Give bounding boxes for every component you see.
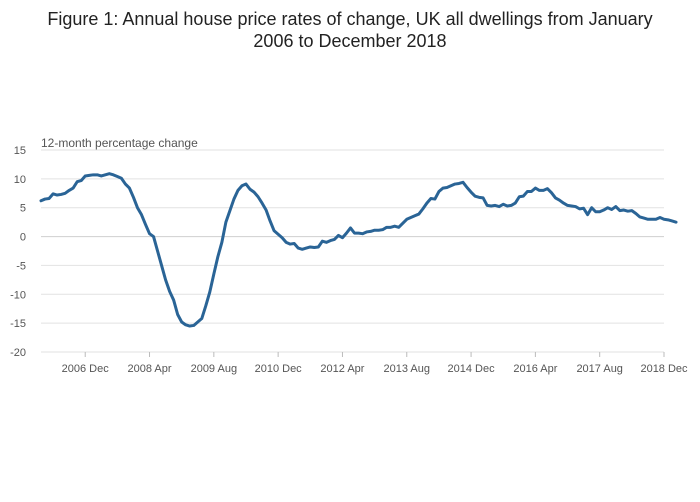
y-tick-label: 0 — [20, 232, 26, 244]
chart-title-line-1: Figure 1: Annual house price rates of ch… — [47, 9, 653, 29]
gridlines — [41, 149, 664, 353]
x-tick-label: 2006 Dec — [62, 363, 110, 375]
y-tick-label: 15 — [14, 145, 26, 157]
y-tick-label: 5 — [20, 203, 26, 215]
y-axis-label: 12-month percentage change — [41, 136, 198, 150]
y-tick-label: -10 — [10, 289, 26, 301]
x-tick-label: 2013 Aug — [384, 363, 431, 375]
series-layer — [39, 172, 678, 328]
x-tick-label: 2009 Aug — [191, 363, 238, 375]
x-tick-label: 2010 Dec — [255, 363, 303, 375]
x-tick-label: 2008 Apr — [127, 363, 171, 375]
y-tick-label: -20 — [10, 347, 26, 359]
x-tick-label: 2017 Aug — [576, 363, 623, 375]
y-tick-label: -15 — [10, 318, 26, 330]
chart-title-line-2: 2006 to December 2018 — [253, 31, 447, 51]
y-axis-ticks: 15 10 5 0 -5 -10 -15 -20 — [10, 145, 26, 359]
x-tick-label: 2014 Dec — [448, 363, 496, 375]
chart-title: Figure 1: Annual house price rates of ch… — [0, 8, 700, 52]
x-tick-label: 2016 Apr — [513, 363, 557, 375]
y-tick-label: 10 — [14, 174, 26, 186]
x-axis-ticks: 2006 Dec 2008 Apr 2009 Aug 2010 Dec 2012 Apr… — [62, 352, 688, 375]
x-tick-label: 2018 Dec — [640, 363, 688, 375]
x-tick-label: 2012 Apr — [320, 363, 364, 375]
y-tick-label: -5 — [16, 260, 26, 272]
series-line — [39, 172, 678, 328]
